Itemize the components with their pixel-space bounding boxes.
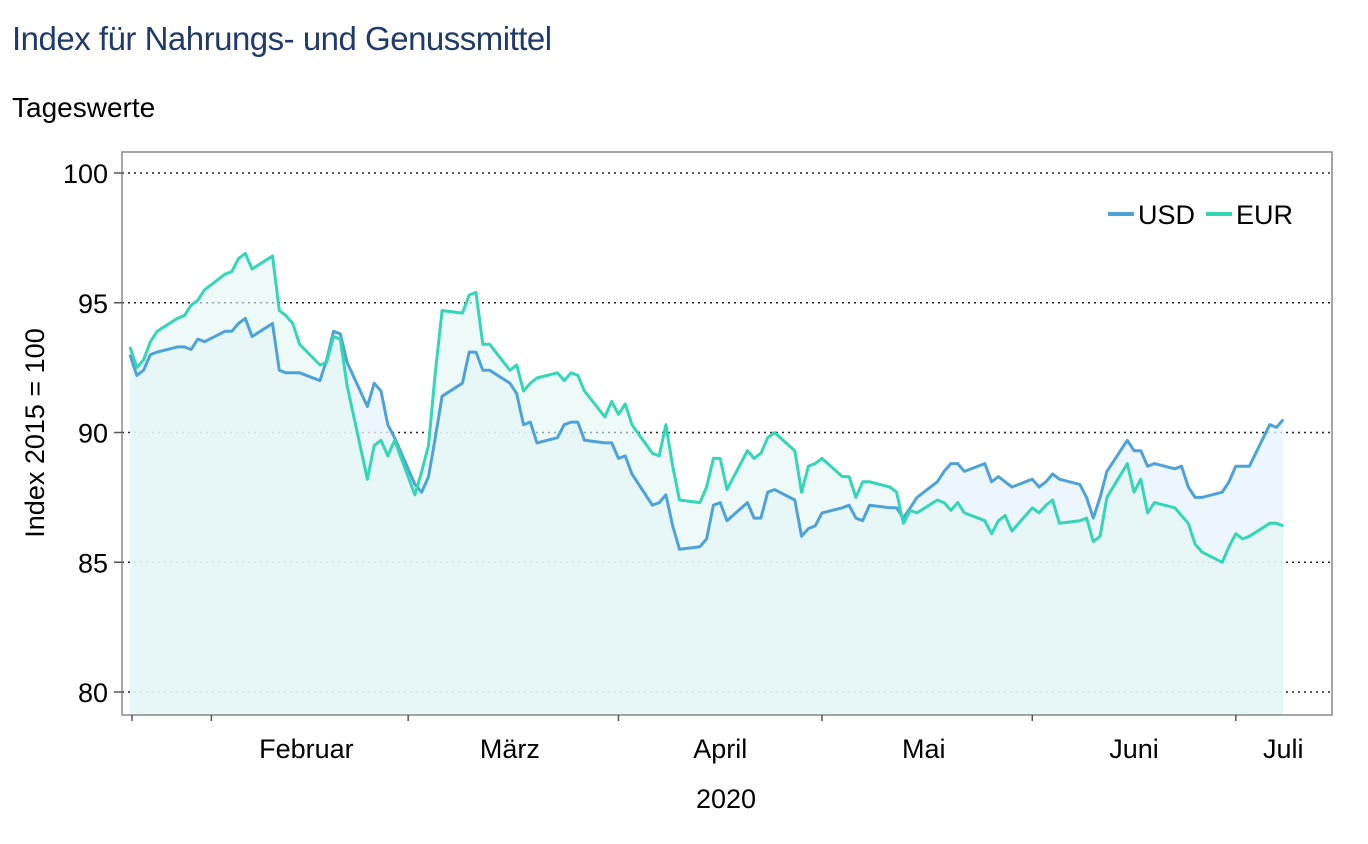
x-tick-label: Februar: [259, 734, 354, 764]
y-tick-label: 80: [78, 678, 108, 708]
eur-area: [130, 253, 1284, 715]
legend-item-usd: USD: [1108, 200, 1195, 230]
x-axis-label: 2020: [696, 784, 756, 814]
x-axis: Februar März April Mai Juni Juli: [131, 715, 1304, 764]
series-lines: [128, 251, 1285, 564]
legend: USD EUR: [1108, 200, 1293, 230]
plot-frame: [121, 151, 1333, 716]
y-tick-label: 100: [63, 159, 108, 189]
x-tick-label: Juli: [1263, 734, 1304, 764]
y-tick-label: 95: [78, 289, 108, 319]
y-tick-label: 90: [78, 419, 108, 449]
area-fills: [130, 253, 1284, 715]
page-title: Index für Nahrungs- und Genussmittel: [12, 20, 552, 57]
y-axis: 80 85 90 95 100: [63, 159, 122, 708]
legend-label: EUR: [1236, 200, 1293, 230]
usd-series-line: [128, 316, 1285, 551]
x-tick-label: Mai: [902, 734, 946, 764]
y-axis-label: Index 2015 = 100: [20, 328, 50, 537]
eur-series-line: [128, 251, 1284, 564]
legend-label: USD: [1138, 200, 1195, 230]
plot-border: [121, 151, 1333, 716]
chart-subtitle: Tageswerte: [12, 92, 156, 123]
x-tick-label: März: [480, 734, 540, 764]
y-tick-label: 85: [78, 548, 108, 578]
x-tick-label: Juni: [1109, 734, 1159, 764]
x-tick-label: April: [693, 734, 747, 764]
legend-item-eur: EUR: [1206, 200, 1293, 230]
